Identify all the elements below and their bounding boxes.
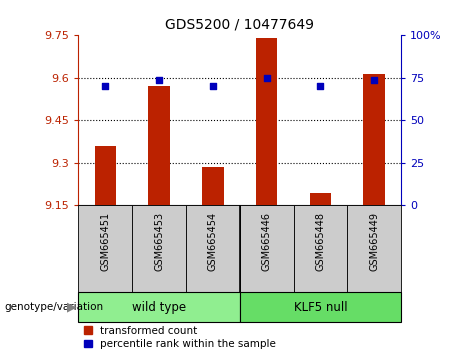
Bar [78,205,132,292]
Text: GSM665451: GSM665451 [100,212,110,272]
Bar [310,193,331,205]
Title: GDS5200 / 10477649: GDS5200 / 10477649 [165,17,314,32]
Bar [95,146,116,205]
Bar [186,205,240,292]
Bar [148,86,170,205]
Text: ▶: ▶ [67,301,76,314]
Point [263,75,270,81]
Bar [240,205,294,292]
Point [371,77,378,82]
Text: GSM665448: GSM665448 [315,212,325,271]
Text: wild type: wild type [132,301,186,314]
Text: GSM665446: GSM665446 [261,212,272,271]
Text: KLF5 null: KLF5 null [294,301,347,314]
Bar [363,74,385,205]
Text: GSM665454: GSM665454 [208,212,218,272]
Legend: transformed count, percentile rank within the sample: transformed count, percentile rank withi… [83,326,276,349]
Point [101,84,109,89]
Point [317,84,324,89]
Bar [240,292,401,322]
Point [155,77,163,82]
Text: genotype/variation: genotype/variation [5,302,104,312]
Bar [347,205,401,292]
Bar [294,205,347,292]
Bar [78,292,240,322]
Bar [256,38,278,205]
Bar [132,205,186,292]
Text: GSM665449: GSM665449 [369,212,379,271]
Point [209,84,217,89]
Bar [202,167,224,205]
Text: GSM665453: GSM665453 [154,212,164,272]
